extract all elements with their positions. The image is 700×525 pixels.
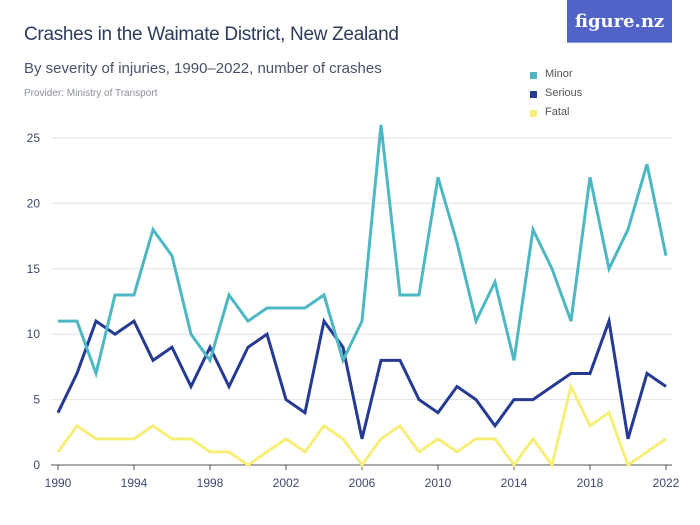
legend-item-minor: Minor — [530, 64, 582, 83]
chart-title: Crashes in the Waimate District, New Zea… — [24, 24, 399, 45]
figure-nz-logo[interactable]: figure.nz — [567, 0, 672, 43]
x-tick-label: 1994 — [121, 476, 148, 490]
y-tick-label: 15 — [27, 262, 41, 276]
y-tick-label: 5 — [33, 393, 40, 407]
legend-swatch — [530, 71, 537, 79]
y-tick-label: 20 — [27, 196, 41, 210]
x-tick-label: 1990 — [45, 476, 72, 490]
x-tick-label: 2010 — [425, 476, 452, 490]
provider-label: Provider: Ministry of Transport — [24, 88, 158, 99]
series-line-serious — [56, 315, 667, 440]
legend-swatch — [530, 90, 537, 98]
chart-subtitle: By severity of injuries, 1990–2022, numb… — [24, 60, 382, 77]
y-tick-label: 10 — [27, 327, 41, 341]
x-tick-label: 2002 — [273, 476, 300, 490]
legend-label: Serious — [545, 86, 583, 99]
x-tick-label: 2022 — [653, 476, 680, 490]
series-line-fatal — [56, 382, 667, 469]
legend-swatch — [530, 109, 537, 117]
x-tick-label: 2014 — [501, 476, 528, 490]
legend-label: Minor — [545, 67, 573, 80]
y-tick-label: 0 — [33, 458, 40, 472]
legend-item-fatal: Fatal — [530, 102, 582, 121]
y-tick-label: 25 — [27, 131, 41, 145]
legend-item-serious: Serious — [530, 83, 582, 102]
x-tick-label: 2006 — [349, 476, 376, 490]
legend-label: Fatal — [545, 105, 570, 118]
x-tick-label: 2018 — [577, 476, 604, 490]
series-line-minor — [58, 124, 668, 379]
legend: Minor Serious Fatal — [530, 64, 582, 121]
x-tick-label: 1998 — [197, 476, 224, 490]
